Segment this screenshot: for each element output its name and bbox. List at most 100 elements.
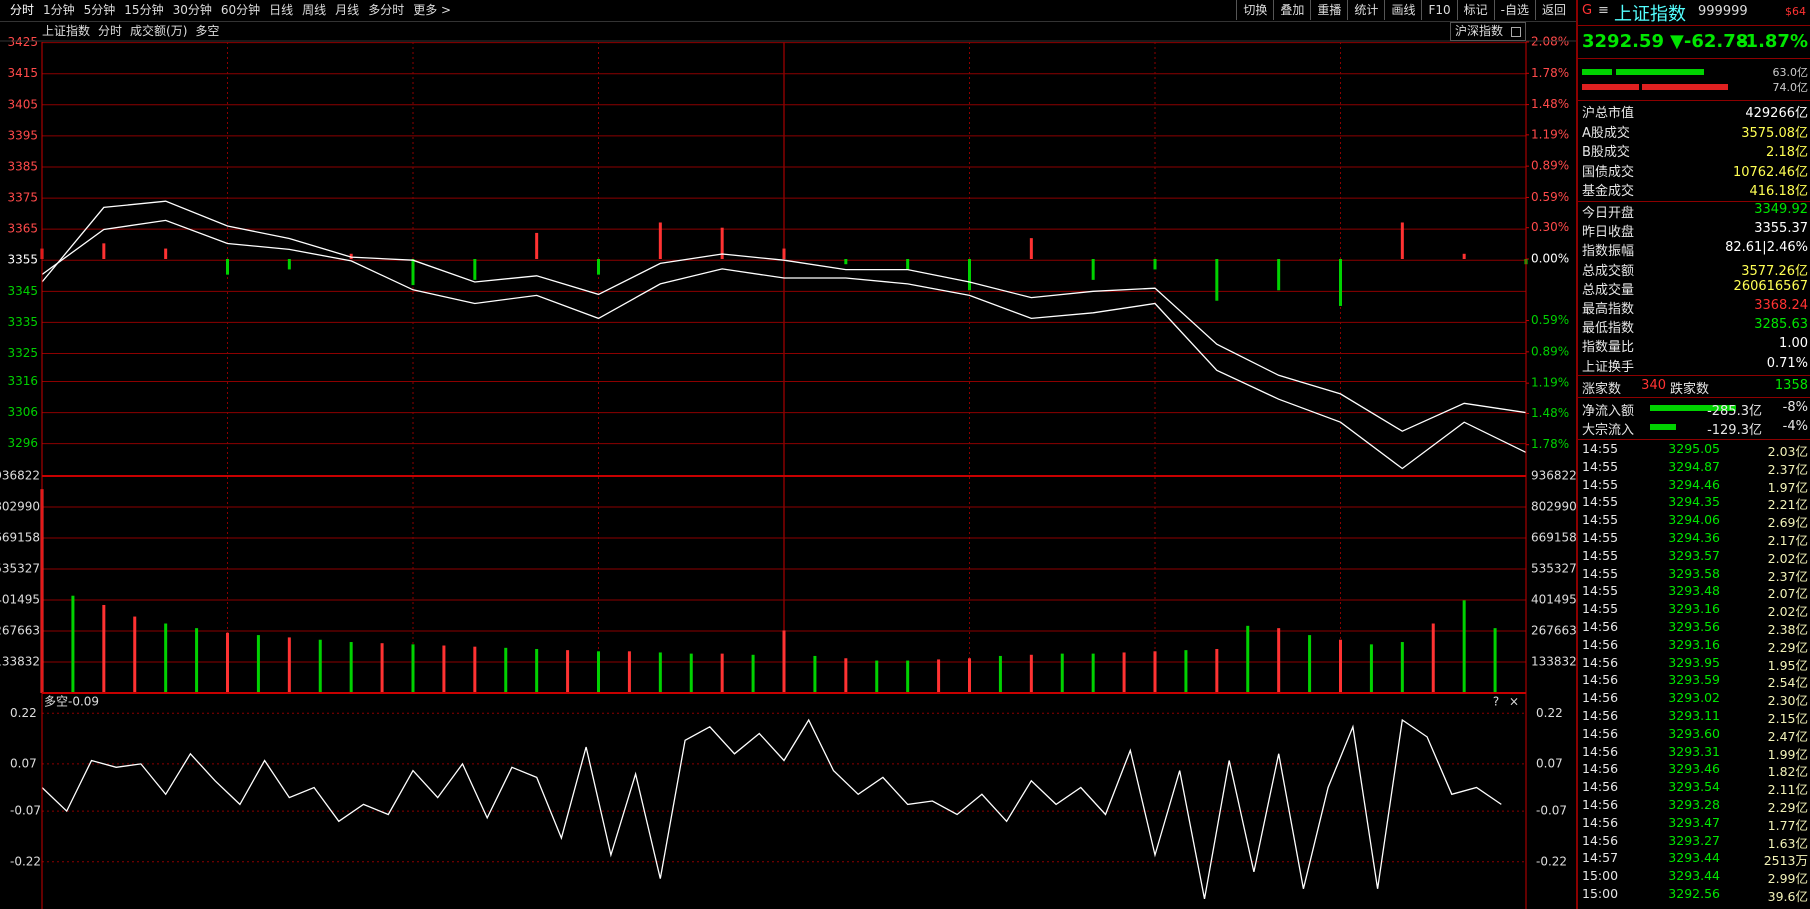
tick-amount: 2.29亿 bbox=[1767, 800, 1808, 815]
tick-price: 3293.44 bbox=[1668, 850, 1720, 866]
header-item[interactable]: 分时 bbox=[98, 24, 123, 38]
volume-bar bbox=[1616, 69, 1704, 75]
y-tick-label: 936822 bbox=[0, 469, 40, 483]
tool-button[interactable]: 切换 bbox=[1236, 0, 1273, 20]
period-tab[interactable]: 30分钟 bbox=[172, 3, 212, 17]
stat-label: 总成交额 bbox=[1582, 263, 1635, 279]
menu[interactable]: ≡ bbox=[1598, 3, 1609, 18]
bar bbox=[535, 648, 539, 693]
period-tab[interactable]: 月线 bbox=[335, 3, 360, 17]
period-tab[interactable]: 分时 bbox=[10, 3, 35, 17]
period-tab[interactable]: 5分钟 bbox=[83, 3, 116, 17]
y-tick-label: 3385 bbox=[7, 159, 38, 173]
y2-tick-label: 0.89% bbox=[1531, 159, 1569, 173]
tool-button[interactable]: -自选 bbox=[1493, 0, 1535, 20]
side-panel: G ≡ 上证指数 999999 $64 3292.59 ▼-62.78 -1.87% 63.0亿… bbox=[1576, 0, 1810, 909]
tick-price: 3293.02 bbox=[1668, 690, 1720, 706]
volume-bar bbox=[1582, 69, 1612, 75]
period-tab[interactable]: 15分钟 bbox=[124, 3, 164, 17]
y-tick-label: 3395 bbox=[7, 128, 38, 142]
stat-value: 10762.46亿 bbox=[1732, 164, 1808, 180]
period-tab[interactable]: 更多 > bbox=[413, 3, 452, 17]
index-switch[interactable]: 沪深指数 bbox=[1450, 22, 1527, 41]
tick-price: 3295.05 bbox=[1668, 441, 1720, 456]
change-percent: -1.87% bbox=[1738, 31, 1808, 52]
tool-buttons: 切换 叠加 重播 统计 画线 F10 标记 -自选 返回 bbox=[1236, 0, 1572, 20]
flow-bar bbox=[1650, 405, 1736, 411]
y-tick-label-right: 0.07 bbox=[1536, 756, 1563, 770]
tool-button[interactable]: 统计 bbox=[1347, 0, 1384, 20]
header-item[interactable]: 多空 bbox=[195, 24, 220, 38]
chart-area: 3425 3415 3405 3395 3385 3375 3365 3355 3345 3335… bbox=[0, 35, 1576, 909]
period-tab[interactable]: 多分时 bbox=[368, 3, 405, 17]
bar-label: 74.0亿 bbox=[1772, 81, 1809, 94]
stat-label: 指数振幅 bbox=[1582, 244, 1635, 260]
tick-time: 14:56 bbox=[1582, 797, 1619, 812]
tool-button[interactable]: 标记 bbox=[1456, 0, 1494, 20]
tool-button[interactable]: 返回 bbox=[1534, 0, 1572, 20]
bar bbox=[164, 623, 168, 693]
tick-time: 14:55 bbox=[1582, 565, 1619, 581]
bar bbox=[473, 259, 477, 280]
bar bbox=[411, 259, 415, 286]
period-tab[interactable]: 周线 bbox=[302, 3, 327, 17]
stat-value: 260616567 bbox=[1733, 278, 1808, 294]
y-tick-label: 3325 bbox=[7, 346, 38, 360]
stat-label: 基金成交 bbox=[1582, 184, 1635, 199]
bar bbox=[1184, 650, 1188, 693]
bar bbox=[597, 259, 600, 275]
tick-time: 14:56 bbox=[1582, 779, 1619, 795]
y-tick-label: 267663 bbox=[0, 624, 40, 638]
stat-label: 最高指数 bbox=[1582, 302, 1635, 317]
sep bbox=[1578, 25, 1810, 26]
period-tab[interactable]: 60分钟 bbox=[220, 3, 261, 17]
tick-time: 14:55 bbox=[1582, 601, 1619, 617]
stat-label: 上证换手 bbox=[1582, 359, 1635, 375]
bar bbox=[689, 653, 693, 693]
tick-price: 3293.31 bbox=[1668, 743, 1720, 759]
stat-label: B股成交 bbox=[1582, 145, 1630, 160]
bar bbox=[627, 651, 631, 693]
bar bbox=[658, 652, 662, 693]
panel-icon[interactable]: ? bbox=[1493, 695, 1499, 709]
bar bbox=[442, 645, 446, 693]
y2-tick-label: 0.59% bbox=[1531, 190, 1569, 204]
line-series bbox=[41, 219, 1527, 470]
tick-amount: 1.97亿 bbox=[1767, 479, 1808, 495]
bar bbox=[133, 616, 137, 693]
bar bbox=[751, 654, 755, 693]
tool-button[interactable]: 叠加 bbox=[1273, 0, 1310, 20]
tick-price: 3293.11 bbox=[1668, 708, 1720, 723]
stat-label: 沪总市值 bbox=[1582, 106, 1635, 121]
flow-label: 大宗流入 bbox=[1582, 423, 1635, 438]
header-item[interactable]: 上证指数 bbox=[42, 24, 91, 38]
bar bbox=[504, 647, 508, 693]
tool-button[interactable]: 重播 bbox=[1310, 0, 1347, 20]
header-item[interactable]: 成交额(万) bbox=[130, 24, 188, 38]
bar bbox=[1060, 653, 1064, 693]
flow-bar bbox=[1650, 424, 1676, 430]
tick-price: 3293.44 bbox=[1668, 868, 1720, 884]
tool-button[interactable]: F10 bbox=[1421, 0, 1456, 20]
panel-icon[interactable]: × bbox=[1509, 695, 1519, 709]
tick-time: 14:56 bbox=[1582, 743, 1619, 759]
tick-price: 3293.27 bbox=[1668, 832, 1720, 848]
tick-amount: 2513万 bbox=[1763, 853, 1808, 869]
y2-tick-label: 1.48% bbox=[1531, 406, 1569, 420]
bar bbox=[658, 222, 662, 259]
y-tick-label: -0.22 bbox=[10, 854, 41, 868]
bar bbox=[1462, 600, 1466, 693]
bar bbox=[473, 646, 477, 693]
tool-button[interactable]: 画线 bbox=[1384, 0, 1421, 20]
tick-time: 15:00 bbox=[1582, 886, 1619, 901]
period-tab[interactable]: 1分钟 bbox=[43, 3, 75, 17]
bar bbox=[164, 248, 168, 259]
y-tick-label-right: 936822 bbox=[1531, 469, 1576, 483]
period-tab[interactable]: 日线 bbox=[269, 3, 294, 17]
bar bbox=[1153, 259, 1157, 270]
y-tick-label: 133832 bbox=[0, 654, 40, 668]
y-tick-label: 3375 bbox=[7, 191, 38, 205]
stat-label: 指数量比 bbox=[1582, 340, 1635, 356]
y2-tick-label: 0.30% bbox=[1531, 220, 1569, 234]
tick-amount: 2.37亿 bbox=[1767, 568, 1808, 584]
